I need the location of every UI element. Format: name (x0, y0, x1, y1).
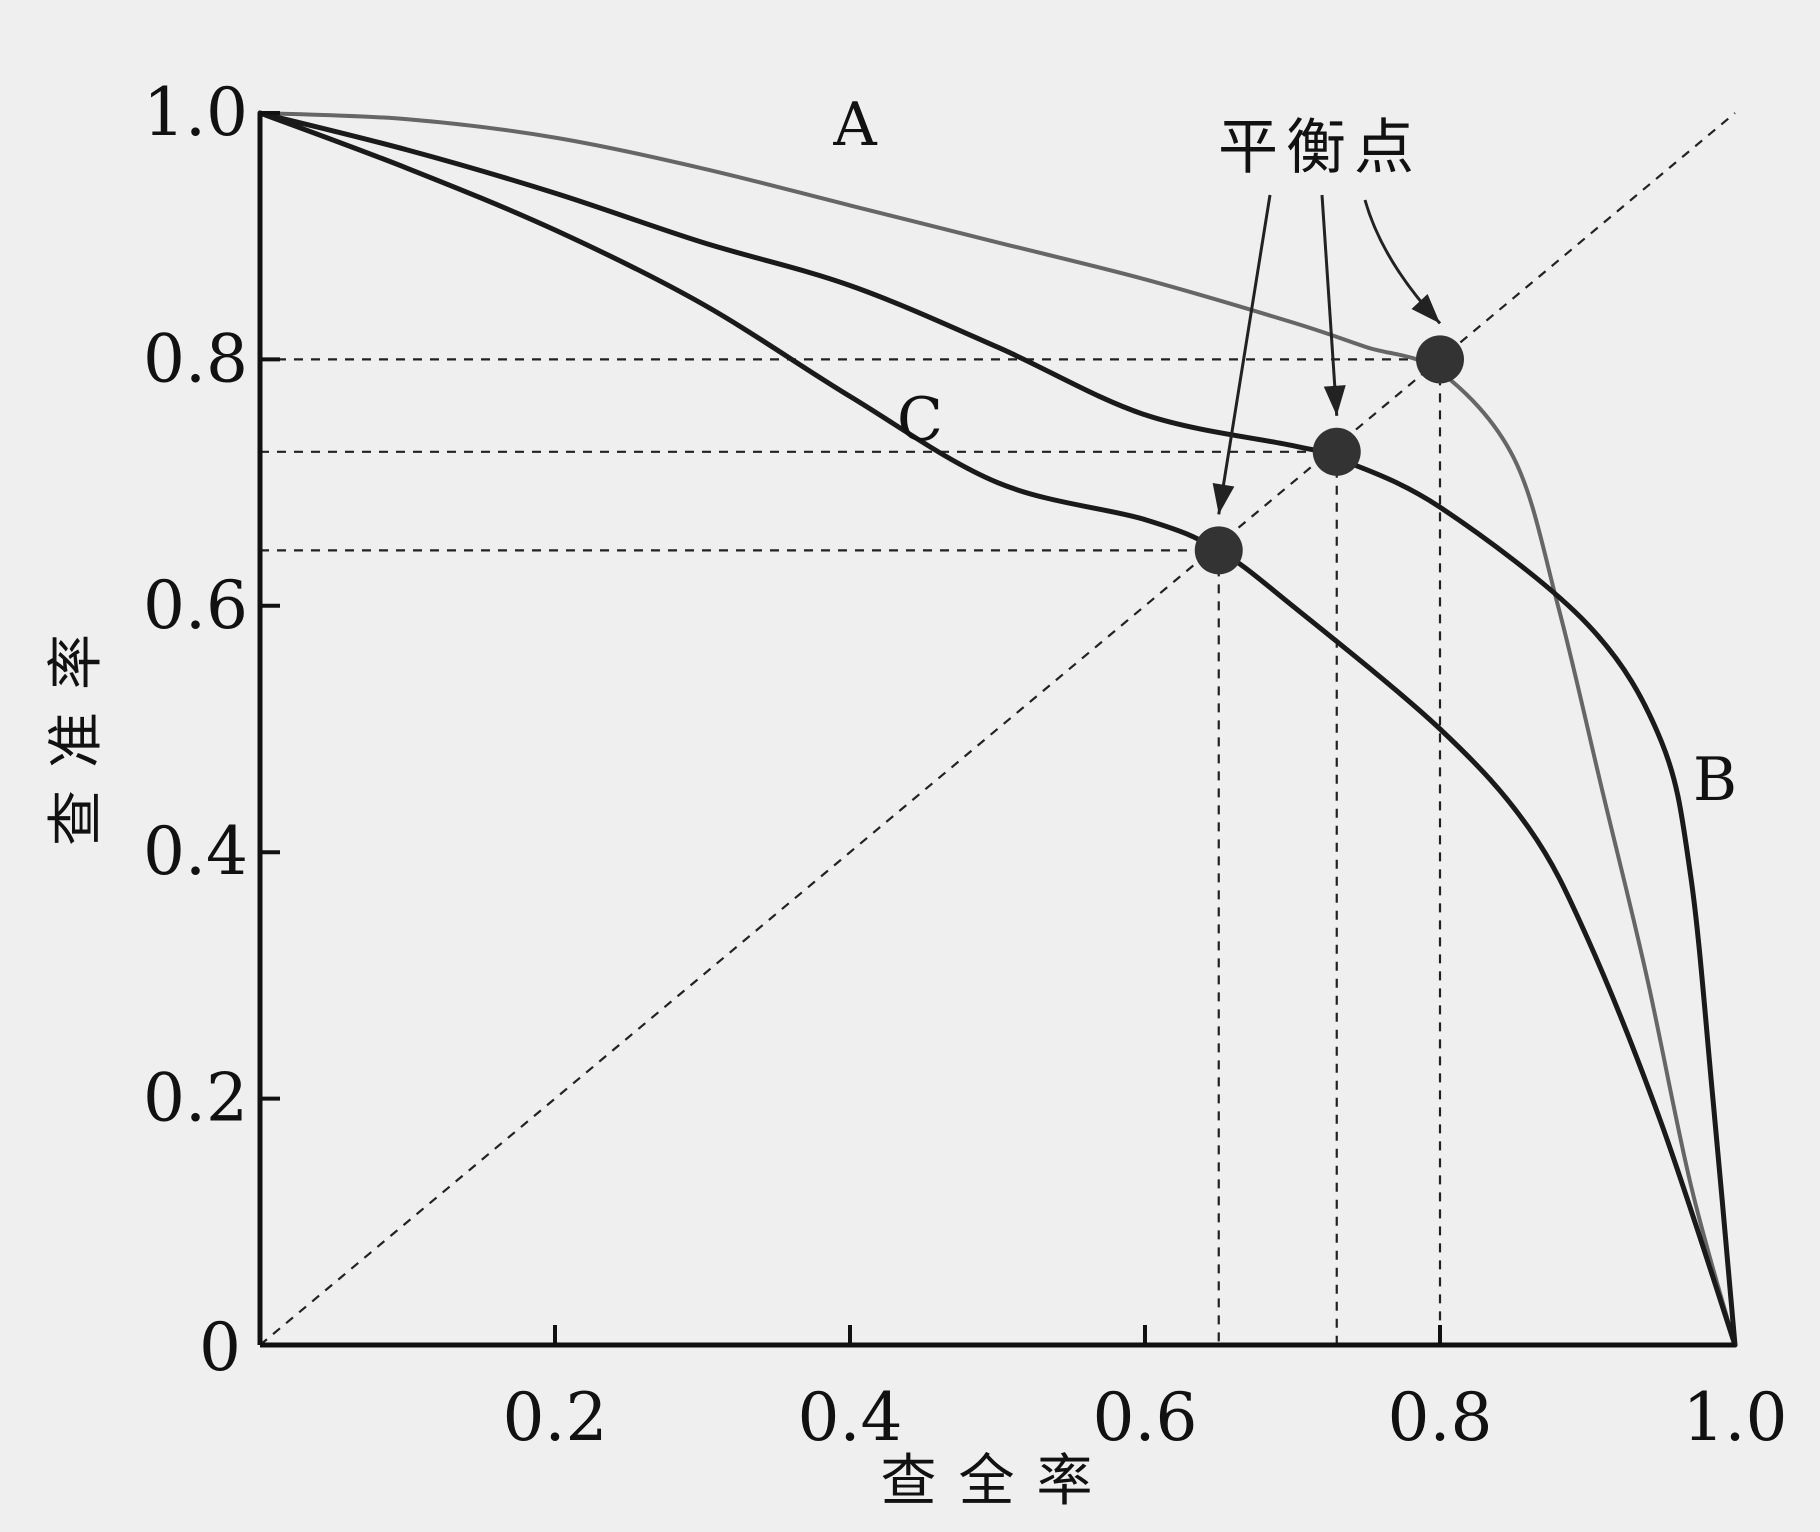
annotation-arrows (1212, 194, 1442, 515)
break-even-points (1194, 335, 1464, 575)
break-even-point-c (1194, 526, 1243, 575)
curve-label-b: B (1693, 745, 1737, 815)
x-tick-label: 0.2 (503, 1379, 608, 1456)
break-even-point-b (1312, 427, 1361, 476)
guide-lines (259, 112, 1736, 1346)
y-axis-title: 查准率 (44, 612, 109, 846)
diagonal-line (259, 112, 1736, 1346)
curve-labels: A B C (832, 90, 1737, 815)
x-axis-title: 查全率 (881, 1449, 1115, 1514)
origin-label: 0 (199, 1309, 241, 1386)
y-tick-label: 1.0 (143, 74, 248, 151)
curve-label-a: A (832, 90, 877, 160)
ticks: 0.2 0.4 0.6 0.8 1.0 0.2 0.4 0.6 0.8 1.0 (143, 74, 1787, 1456)
curve-label-c: C (897, 385, 943, 455)
curve-b (257, 110, 1738, 1348)
arrowhead (1323, 385, 1346, 416)
y-tick-label: 0.8 (143, 320, 248, 397)
x-tick-label: 0.8 (1388, 1379, 1493, 1456)
curve-c (257, 110, 1738, 1348)
arrowhead (1212, 482, 1235, 515)
break-even-point-a (1416, 335, 1464, 384)
annotation-arrow (1217, 194, 1272, 515)
x-tick-label: 1.0 (1683, 1379, 1788, 1456)
x-tick-label: 0.4 (798, 1379, 903, 1456)
break-even-annotation: 平衡点 (1218, 113, 1422, 183)
y-tick-label: 0.4 (143, 813, 248, 890)
x-tick-label: 0.6 (1093, 1379, 1198, 1456)
y-tick-label: 0.2 (143, 1060, 248, 1137)
arrowhead (1411, 293, 1440, 324)
axes (257, 113, 1735, 1348)
y-tick-label: 0.6 (143, 567, 248, 644)
annotation-arrow (1320, 194, 1339, 416)
